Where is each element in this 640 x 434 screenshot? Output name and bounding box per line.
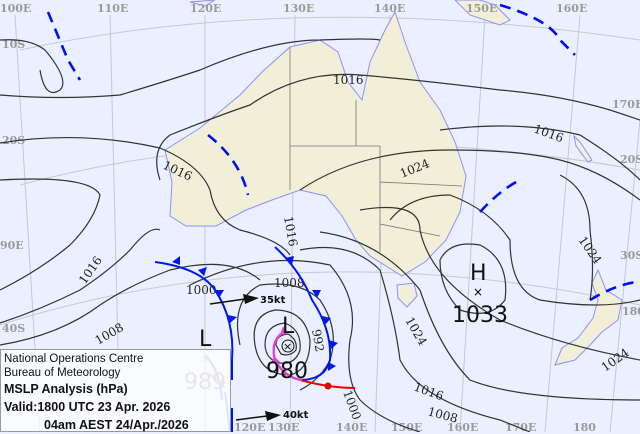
lon-label: 120E	[190, 2, 221, 15]
valid-local: 04am AEST 24/Apr./2026	[44, 418, 189, 432]
isobars	[0, 38, 640, 432]
lon-label: 160E	[556, 2, 587, 15]
isobar-label: 1016	[333, 73, 364, 87]
longitude-labels-bottom: 120E 130E 140E 150E 160E 170E 180	[234, 421, 596, 432]
low-marker: L	[282, 314, 295, 339]
lon-label: 130E	[283, 2, 314, 15]
wind-arrow-40kt: 40kt	[235, 410, 309, 421]
isobar-label: 1000	[186, 283, 217, 297]
isobar-label: 1008	[93, 320, 126, 347]
isobar-label: 1016	[412, 380, 445, 404]
org-line-2: Bureau of Meteorology	[4, 367, 121, 379]
lon-label: 180	[573, 421, 596, 432]
centre-x-icon: ×	[473, 285, 483, 299]
wind-speed-label: 40kt	[283, 410, 309, 421]
new-zealand	[554, 268, 623, 366]
high-marker: H	[470, 261, 487, 286]
lat-label: 170E	[612, 98, 640, 111]
lon-label: 140E	[336, 421, 367, 432]
pressure-value: 1033	[452, 303, 508, 328]
lon-label: 150E	[466, 2, 497, 15]
low-marker: L	[199, 327, 212, 352]
high-1033: H × 1033	[452, 261, 508, 328]
isobar-label: 1016	[281, 215, 300, 248]
lon-label: 150E	[391, 421, 422, 432]
indonesia	[189, 0, 216, 7]
isobar-label: 1016	[76, 254, 105, 287]
tasmania	[396, 282, 418, 308]
isobar-label: 1016	[532, 122, 565, 146]
low-980: L × 980	[266, 314, 308, 384]
isobar-label: 1024	[402, 315, 430, 349]
isobar-label: 1000	[340, 388, 364, 421]
lat-label: 20S	[620, 153, 640, 166]
longitude-labels-top: 100E 110E 120E 130E 140E 150E 160E	[0, 2, 587, 15]
new-guinea	[454, 0, 511, 26]
product-title: MSLP Analysis (hPa)	[4, 382, 128, 396]
centre-x-icon: ×	[283, 340, 292, 353]
wind-speed-label: 35kt	[260, 295, 286, 306]
lon-label: 130E	[268, 421, 299, 432]
isobar-label: 1008	[426, 404, 459, 425]
lon-label: 140E	[374, 2, 405, 15]
australia	[164, 10, 467, 277]
isobar-label: 1024	[599, 345, 632, 374]
isobar-label: 1024	[576, 234, 605, 267]
isobar-label: 992	[309, 328, 327, 353]
valid-utc: Valid:1800 UTC 23 Apr. 2026	[4, 400, 171, 414]
lon-label: 120E	[234, 421, 265, 432]
lon-label: 170E	[505, 421, 536, 432]
lat-label: 90E	[0, 239, 24, 252]
wind-arrow-35kt: 35kt	[209, 294, 286, 306]
cold-front-east	[274, 246, 332, 381]
lon-label: 160E	[447, 421, 478, 432]
title-box: National Operations Centre Bureau of Met…	[0, 349, 231, 432]
lon-label: 100E	[0, 2, 31, 15]
isobar-label: 1008	[274, 276, 305, 290]
lat-label: 180	[622, 305, 640, 318]
lon-label: 110E	[97, 2, 128, 15]
lat-label: 40S	[2, 322, 25, 335]
pressure-value: 980	[266, 359, 308, 384]
org-line-1: National Operations Centre	[4, 353, 144, 365]
new-caledonia	[573, 134, 593, 163]
landmasses	[164, 0, 623, 366]
troughs	[46, 3, 637, 302]
lat-label: 30S	[620, 249, 640, 262]
lat-label: 10S	[2, 38, 25, 51]
